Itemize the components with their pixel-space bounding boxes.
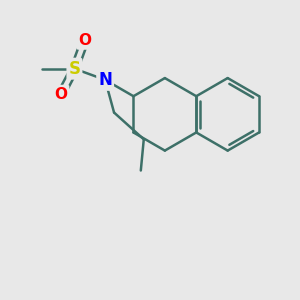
Text: S: S — [68, 60, 80, 78]
Text: N: N — [98, 71, 112, 89]
Text: O: O — [55, 87, 68, 102]
Text: O: O — [78, 33, 91, 48]
